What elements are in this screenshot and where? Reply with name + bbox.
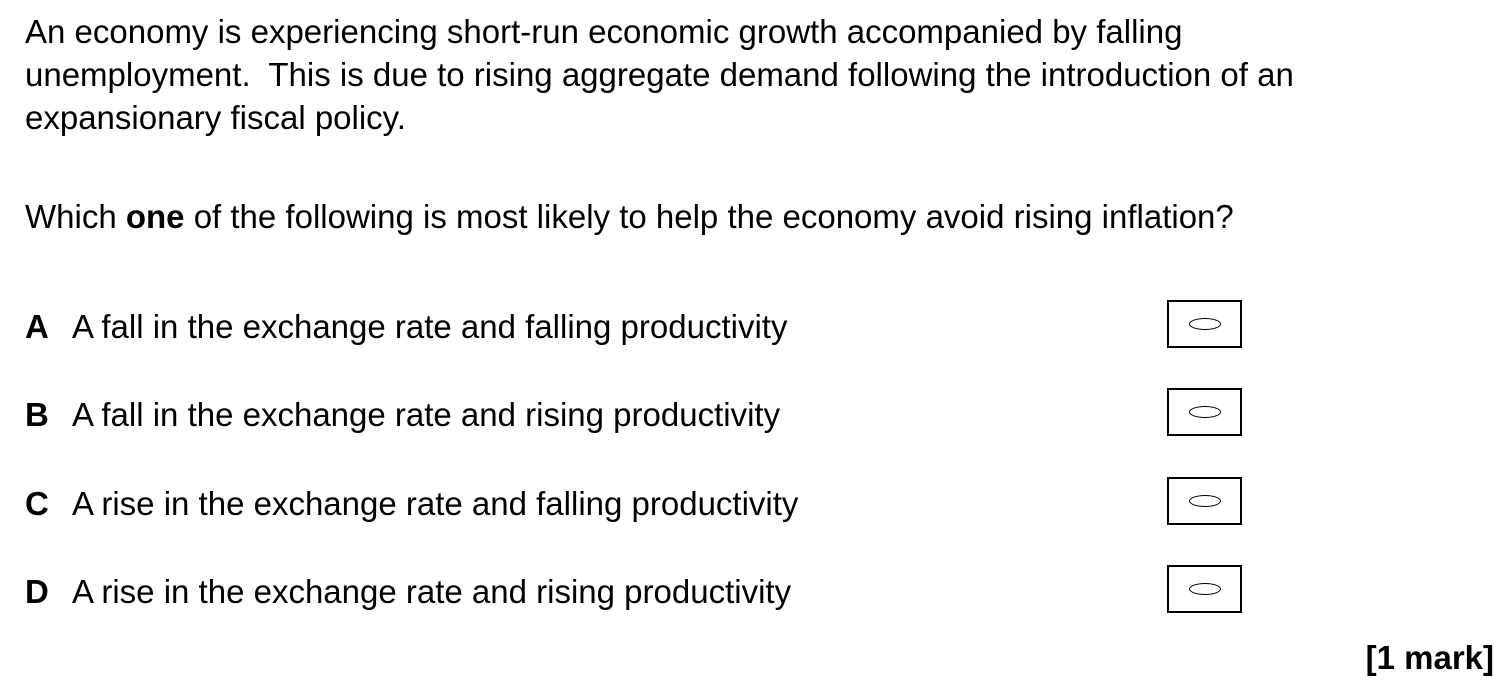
question-stem-line-3: expansionary fiscal policy. [25, 99, 406, 136]
answer-oval-icon [1188, 318, 1221, 330]
marks-label: [1 mark] [1365, 639, 1494, 676]
answer-oval-icon [1188, 406, 1221, 418]
option-text-c: A rise in the exchange rate and falling … [72, 485, 799, 522]
option-letter-c: C [25, 485, 49, 522]
option-b: B A fall in the exchange rate and rising… [25, 388, 1265, 438]
option-a: A A fall in the exchange rate and fallin… [25, 300, 1265, 350]
answer-box-a[interactable] [1167, 300, 1242, 348]
question-emphasis: one [125, 198, 185, 235]
option-text-b: A fall in the exchange rate and rising p… [72, 396, 781, 433]
question-stem-line-2: unemployment. This is due to rising aggr… [25, 56, 1294, 93]
answer-box-c[interactable] [1167, 477, 1242, 525]
option-text-d: A rise in the exchange rate and rising p… [72, 573, 792, 610]
option-text-a: A fall in the exchange rate and falling … [72, 308, 788, 345]
option-letter-d: D [25, 573, 49, 610]
question-prompt: Which one of the following is most likel… [25, 195, 1485, 238]
option-d: D A rise in the exchange rate and rising… [25, 565, 1265, 615]
answer-box-b[interactable] [1167, 388, 1242, 436]
question-prefix: Which [25, 198, 126, 235]
question-stem: An economy is experiencing short-run eco… [25, 10, 1485, 139]
question-stem-line-1: An economy is experiencing short-run eco… [25, 13, 1183, 50]
option-letter-b: B [25, 396, 49, 433]
answer-box-d[interactable] [1167, 565, 1242, 613]
option-c: C A rise in the exchange rate and fallin… [25, 477, 1265, 527]
answer-oval-icon [1188, 495, 1221, 507]
question-suffix: of the following is most likely to help … [184, 198, 1234, 235]
option-letter-a: A [25, 308, 49, 345]
answer-oval-icon [1188, 583, 1221, 595]
